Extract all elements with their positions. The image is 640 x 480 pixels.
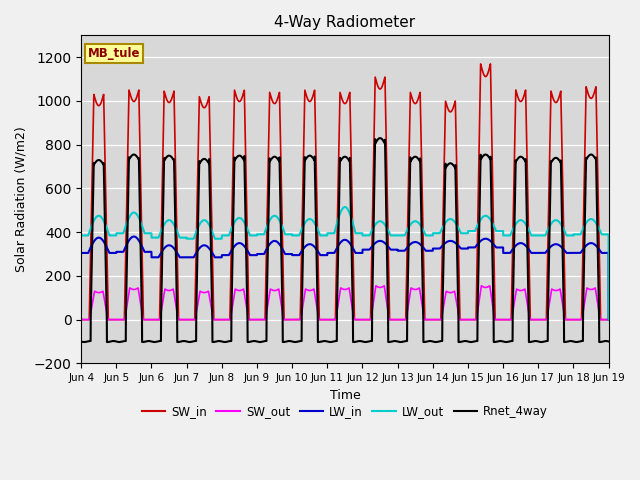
SW_out [327,317,335,323]
SW_in [582,85,590,91]
SW_in [327,317,335,323]
Rnet_4way [478,155,486,161]
LW_in [478,237,486,243]
Line: SW_in: SW_in [81,64,609,320]
Rnet_4way [80,339,88,345]
LW_out [478,216,486,221]
LW_in [77,250,85,256]
Line: Rnet_4way: Rnet_4way [81,138,609,342]
SW_in [486,61,494,67]
Legend: SW_in, SW_out, LW_in, LW_out, Rnet_4way: SW_in, SW_out, LW_in, LW_out, Rnet_4way [137,401,553,423]
SW_out [257,317,264,323]
Rnet_4way [77,338,85,344]
X-axis label: Time: Time [330,389,360,402]
LW_out [605,317,612,323]
SW_out [582,287,590,293]
SW_out [380,283,388,288]
SW_out [77,317,85,323]
LW_in [327,250,335,256]
SW_in [77,317,85,323]
LW_in [463,246,470,252]
SW_in [463,317,470,323]
Rnet_4way [376,135,384,141]
SW_in [257,317,264,323]
Rnet_4way [257,339,264,345]
LW_in [257,251,264,257]
LW_out [257,231,264,237]
Rnet_4way [605,338,612,344]
Title: 4-Way Radiometer: 4-Way Radiometer [275,15,415,30]
LW_out [582,219,590,225]
LW_out [576,231,584,237]
Line: SW_out: SW_out [81,286,609,320]
LW_in [576,250,584,256]
SW_out [576,317,584,323]
SW_out [463,317,470,323]
Text: MB_tule: MB_tule [88,47,141,60]
Rnet_4way [327,339,335,345]
SW_in [605,317,612,323]
Rnet_4way [576,338,584,344]
SW_out [605,317,612,323]
SW_in [576,317,584,323]
Rnet_4way [583,156,591,162]
LW_out [327,230,335,236]
LW_out [463,230,470,236]
SW_out [478,283,486,289]
Y-axis label: Solar Radiation (W/m2): Solar Radiation (W/m2) [15,127,28,272]
SW_in [477,65,485,71]
Line: LW_out: LW_out [81,207,609,320]
LW_out [341,204,349,210]
Line: LW_in: LW_in [81,237,609,320]
LW_in [582,242,590,248]
Rnet_4way [463,338,470,344]
LW_in [605,317,612,323]
LW_out [77,233,85,239]
LW_in [130,234,138,240]
